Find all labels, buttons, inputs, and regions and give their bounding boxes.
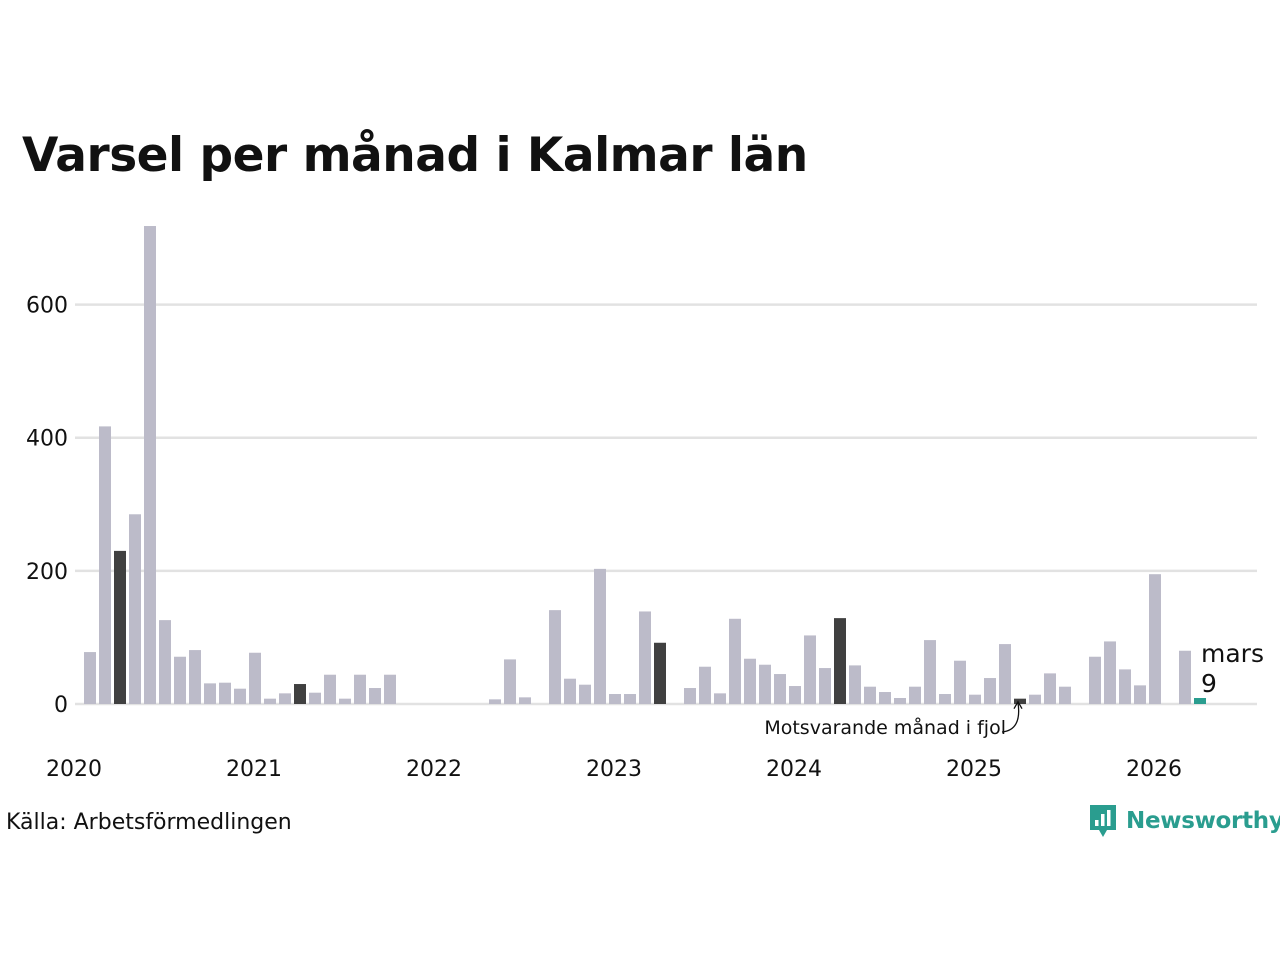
- bar: [729, 618, 741, 704]
- bar: [894, 698, 906, 704]
- bar: [1119, 669, 1131, 704]
- bar: [339, 698, 351, 704]
- x-tick-label: 2020: [46, 757, 102, 782]
- bar: [759, 664, 771, 704]
- bar: [354, 674, 366, 704]
- bar: [219, 682, 231, 704]
- callout-month: mars: [1201, 639, 1264, 668]
- bar: [984, 678, 996, 704]
- bar: [84, 652, 96, 704]
- y-tick-label: 400: [26, 427, 68, 452]
- bar: [1059, 686, 1071, 704]
- bar: [279, 693, 291, 704]
- bar: [489, 699, 501, 704]
- source-note: Källa: Arbetsförmedlingen: [6, 810, 292, 835]
- bar: [639, 611, 651, 704]
- bar: [744, 658, 756, 704]
- x-tick-label: 2023: [586, 757, 642, 782]
- bar: [114, 550, 126, 704]
- x-tick-label: 2026: [1126, 757, 1182, 782]
- y-axis-ticks: 0 200 400 600: [26, 294, 68, 718]
- brand-logo: Newsworthy: [1088, 803, 1280, 839]
- bar: [999, 644, 1011, 704]
- bar: [594, 568, 606, 704]
- bar: [1089, 656, 1101, 704]
- bar: [189, 650, 201, 704]
- bar: [909, 686, 921, 704]
- bar: [699, 666, 711, 704]
- newsworthy-logo-icon: [1090, 805, 1116, 837]
- bar: [249, 652, 261, 704]
- y-tick-label: 600: [26, 294, 68, 319]
- bar: [294, 684, 306, 704]
- annotation-text: Motsvarande månad i fjol: [764, 716, 1006, 739]
- x-tick-label: 2021: [226, 757, 282, 782]
- bar: [879, 692, 891, 704]
- bars: [84, 226, 1206, 704]
- bar: [864, 686, 876, 704]
- bar: [789, 686, 801, 704]
- bar: [384, 674, 396, 704]
- bar: [234, 688, 246, 704]
- x-tick-label: 2025: [946, 757, 1002, 782]
- callout-value: 9: [1201, 669, 1217, 698]
- bar: [924, 640, 936, 704]
- bar: [564, 678, 576, 704]
- bar: [1134, 685, 1146, 704]
- bar: [264, 698, 276, 704]
- annotation-arrowhead: [1013, 700, 1023, 709]
- bar: [1044, 673, 1056, 704]
- bar: [654, 642, 666, 704]
- bar: [324, 674, 336, 704]
- bar: [1104, 641, 1116, 704]
- x-axis-ticks: 2020 2021 2022 2023 2024 2025 2026: [46, 757, 1182, 782]
- x-tick-label: 2022: [406, 757, 462, 782]
- chart-title: Varsel per månad i Kalmar län: [22, 128, 808, 183]
- bar: [714, 693, 726, 704]
- bar: [1179, 650, 1191, 704]
- bar: [939, 694, 951, 704]
- bar: [774, 674, 786, 704]
- bar: [174, 656, 186, 704]
- bar: [369, 688, 381, 704]
- bar: [144, 226, 156, 704]
- bar: [684, 688, 696, 704]
- bar: [1029, 694, 1041, 704]
- bar: [849, 665, 861, 704]
- y-tick-label: 200: [26, 560, 68, 585]
- brand-name: Newsworthy: [1126, 808, 1280, 834]
- bar: [204, 683, 216, 704]
- bar: [624, 694, 636, 704]
- bar: [819, 668, 831, 704]
- bar: [834, 618, 846, 704]
- bar: [609, 694, 621, 704]
- bar: [159, 620, 171, 704]
- bar: [549, 610, 561, 704]
- bar: [129, 514, 141, 704]
- y-tick-label: 0: [54, 693, 68, 718]
- bar: [309, 692, 321, 704]
- bar: [519, 697, 531, 704]
- bar: [1149, 574, 1161, 704]
- bar: [969, 694, 981, 704]
- bar: [504, 659, 516, 704]
- bar: [954, 660, 966, 704]
- annotation-arrow: [1001, 702, 1020, 733]
- bar: [99, 426, 111, 704]
- bar: [1014, 698, 1026, 704]
- bar: [579, 684, 591, 704]
- bar: [804, 635, 816, 704]
- x-tick-label: 2024: [766, 757, 822, 782]
- bar: [1194, 698, 1206, 704]
